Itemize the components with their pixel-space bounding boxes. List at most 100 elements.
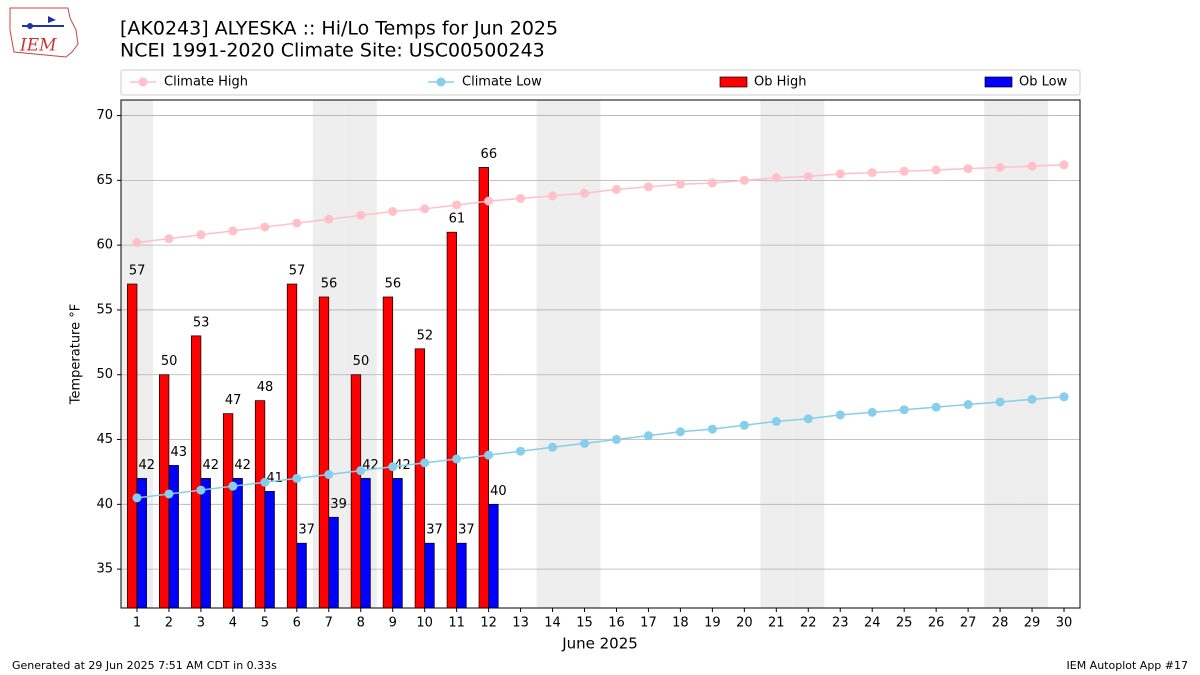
point — [452, 454, 462, 464]
point — [164, 489, 174, 499]
data-label: 48 — [257, 380, 274, 395]
point — [963, 164, 973, 174]
logo: IEM — [9, 7, 79, 58]
y-tick-label: 60 — [96, 238, 113, 253]
data-label: 50 — [161, 354, 178, 369]
point — [963, 400, 973, 410]
x-tick-label: 22 — [800, 616, 817, 631]
x-tick-label: 3 — [197, 616, 205, 631]
x-tick-label: 6 — [293, 616, 301, 631]
weekend-shade — [984, 100, 1017, 608]
x-tick-label: 30 — [1056, 616, 1073, 631]
bar — [328, 516, 339, 608]
legend-label: Ob Low — [1019, 75, 1068, 90]
bar — [296, 542, 307, 608]
y-tick-label: 35 — [96, 562, 113, 577]
point — [931, 165, 941, 175]
weekend-shade — [568, 100, 601, 608]
weekend-shade — [536, 100, 569, 608]
point — [771, 173, 781, 183]
legend-marker — [138, 77, 148, 87]
line — [136, 164, 1065, 244]
legend-label: Climate High — [164, 75, 248, 90]
x-tick-label: 29 — [1024, 616, 1041, 631]
bar — [168, 465, 179, 608]
y-tick-label: 45 — [96, 432, 113, 447]
x-tick-label: 13 — [512, 616, 529, 631]
x-tick-label: 7 — [325, 616, 333, 631]
point — [931, 402, 941, 412]
point — [580, 188, 590, 198]
chart-subtitle: NCEI 1991-2020 Climate Site: USC00500243 — [120, 40, 545, 62]
bar — [127, 283, 138, 608]
bar — [456, 542, 467, 608]
weekend-shade — [1016, 100, 1049, 608]
data-label: 61 — [449, 212, 466, 227]
point — [899, 166, 909, 176]
bar — [488, 503, 499, 608]
point — [132, 238, 142, 248]
bar — [446, 231, 457, 608]
point — [611, 184, 621, 194]
legend-label: Ob High — [754, 75, 807, 90]
point — [484, 196, 494, 206]
point — [548, 191, 558, 201]
x-tick-label: 20 — [736, 616, 753, 631]
bar — [254, 400, 266, 608]
x-tick-label: 5 — [261, 616, 269, 631]
point — [516, 193, 526, 203]
legend-swatch — [719, 76, 748, 88]
point — [707, 178, 717, 188]
bar — [264, 491, 275, 608]
data-label: 42 — [139, 458, 156, 473]
data-label: 37 — [426, 523, 443, 538]
point — [835, 410, 845, 420]
point — [388, 462, 398, 472]
point — [643, 182, 653, 192]
x-tick-label: 17 — [640, 616, 657, 631]
data-label: 52 — [417, 328, 434, 343]
x-tick-label: 26 — [928, 616, 945, 631]
point — [324, 214, 334, 224]
x-tick-label: 14 — [544, 616, 561, 631]
bar — [200, 478, 211, 608]
point — [196, 230, 206, 240]
weekend-shade — [760, 100, 793, 608]
point — [675, 427, 685, 437]
bar — [392, 478, 403, 608]
point — [643, 431, 653, 441]
weekend-shade — [792, 100, 825, 608]
data-label: 40 — [490, 484, 507, 499]
plot — [127, 167, 499, 608]
bar — [360, 478, 371, 608]
data-label: 57 — [129, 264, 146, 279]
point — [420, 204, 430, 214]
point — [803, 414, 813, 424]
bar — [382, 296, 394, 608]
legend-label: Climate Low — [462, 75, 542, 90]
x-tick-label: 1 — [133, 616, 141, 631]
x-tick-label: 12 — [480, 616, 497, 631]
x-tick-label: 8 — [357, 616, 365, 631]
y-axis-label: Temperature °F — [69, 304, 84, 405]
point — [228, 226, 238, 236]
x-tick-label: 4 — [229, 616, 237, 631]
bar — [350, 374, 362, 608]
point — [452, 200, 462, 210]
logo-text: IEM — [19, 36, 57, 56]
legend-box — [120, 69, 1081, 96]
x-axis-label: June 2025 — [561, 635, 638, 653]
point — [771, 416, 781, 426]
point — [739, 175, 749, 185]
x-tick-label: 2 — [165, 616, 173, 631]
point — [1059, 392, 1069, 402]
point — [1059, 160, 1069, 170]
data-label: 39 — [330, 497, 347, 512]
point — [356, 466, 366, 476]
x-tick-label: 25 — [896, 616, 913, 631]
chart-title: [AK0243] ALYESKA :: Hi/Lo Temps for Jun … — [120, 18, 558, 40]
bar — [190, 335, 202, 608]
point — [739, 420, 749, 430]
data-label: 50 — [353, 354, 370, 369]
data-label: 53 — [193, 315, 210, 330]
